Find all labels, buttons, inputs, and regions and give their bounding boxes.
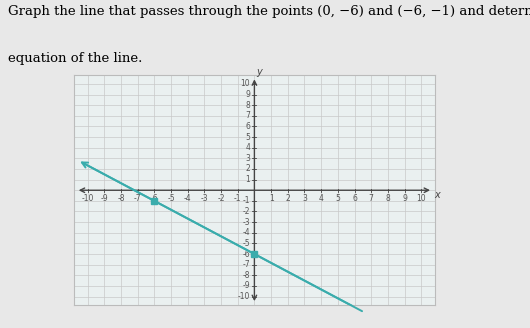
Text: equation of the line.: equation of the line. bbox=[8, 52, 143, 66]
Text: -7: -7 bbox=[134, 194, 142, 203]
Text: 2: 2 bbox=[245, 164, 250, 174]
Text: 5: 5 bbox=[335, 194, 340, 203]
Text: 9: 9 bbox=[245, 90, 250, 99]
Text: -10: -10 bbox=[238, 292, 250, 301]
Text: -4: -4 bbox=[184, 194, 191, 203]
Text: -6: -6 bbox=[243, 250, 250, 258]
Text: -8: -8 bbox=[243, 271, 250, 280]
Text: 1: 1 bbox=[269, 194, 273, 203]
Text: 6: 6 bbox=[352, 194, 357, 203]
Text: y: y bbox=[257, 67, 262, 76]
Text: -8: -8 bbox=[117, 194, 125, 203]
Text: -4: -4 bbox=[243, 228, 250, 237]
Text: -10: -10 bbox=[82, 194, 94, 203]
Text: -2: -2 bbox=[243, 207, 250, 216]
Text: 10: 10 bbox=[417, 194, 426, 203]
Text: -5: -5 bbox=[167, 194, 175, 203]
Text: -6: -6 bbox=[151, 194, 158, 203]
Text: 3: 3 bbox=[245, 154, 250, 163]
Text: 6: 6 bbox=[245, 122, 250, 131]
Text: -7: -7 bbox=[243, 260, 250, 269]
Text: Graph the line that passes through the points (0, −6) and (−6, −1) and determine: Graph the line that passes through the p… bbox=[8, 5, 530, 18]
Text: x: x bbox=[434, 190, 439, 200]
Text: 7: 7 bbox=[245, 111, 250, 120]
Text: -2: -2 bbox=[217, 194, 225, 203]
Text: -9: -9 bbox=[243, 281, 250, 290]
Text: 4: 4 bbox=[319, 194, 324, 203]
Text: 2: 2 bbox=[285, 194, 290, 203]
Text: -1: -1 bbox=[234, 194, 242, 203]
Text: -3: -3 bbox=[243, 218, 250, 227]
Text: 10: 10 bbox=[241, 79, 250, 89]
Text: 3: 3 bbox=[302, 194, 307, 203]
Text: 7: 7 bbox=[369, 194, 374, 203]
Text: -9: -9 bbox=[100, 194, 108, 203]
Text: 4: 4 bbox=[245, 143, 250, 152]
Text: 8: 8 bbox=[245, 101, 250, 110]
Text: -3: -3 bbox=[200, 194, 208, 203]
Text: -5: -5 bbox=[243, 239, 250, 248]
Text: 9: 9 bbox=[402, 194, 407, 203]
Text: -1: -1 bbox=[243, 196, 250, 205]
Text: 8: 8 bbox=[385, 194, 390, 203]
Text: 1: 1 bbox=[245, 175, 250, 184]
Text: 5: 5 bbox=[245, 133, 250, 142]
